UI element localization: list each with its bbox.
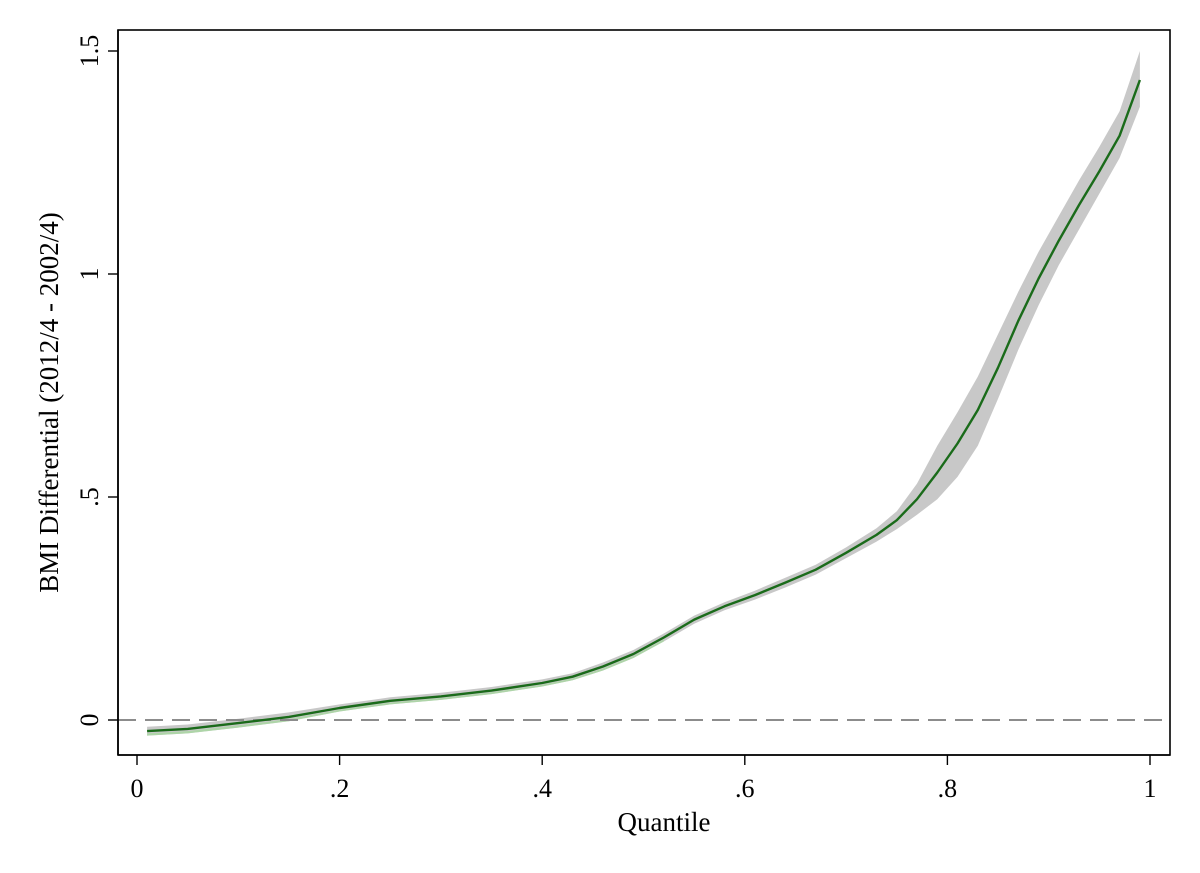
y-tick-label: .5: [75, 487, 104, 507]
x-tick-label: .4: [532, 774, 552, 803]
x-tick-label: .2: [330, 774, 350, 803]
plot-area: [118, 51, 1170, 736]
y-tick-label: 1.5: [75, 35, 104, 68]
x-tick-label: 0: [131, 774, 144, 803]
x-tick-label: .6: [735, 774, 755, 803]
series-line: [147, 79, 1142, 733]
y-tick-label: 0: [75, 714, 104, 727]
x-tick-label: .8: [938, 774, 958, 803]
x-ticks: 0 .2 .4 .6 .8 1: [131, 755, 1157, 803]
y-axis-title: BMI Differential (2012/4 - 2002/4): [34, 212, 64, 592]
y-tick-label: 1: [75, 268, 104, 281]
x-axis-title: Quantile: [618, 807, 711, 837]
x-tick-label: 1: [1144, 774, 1157, 803]
y-ticks: 0 .5 1 1.5: [75, 35, 118, 727]
